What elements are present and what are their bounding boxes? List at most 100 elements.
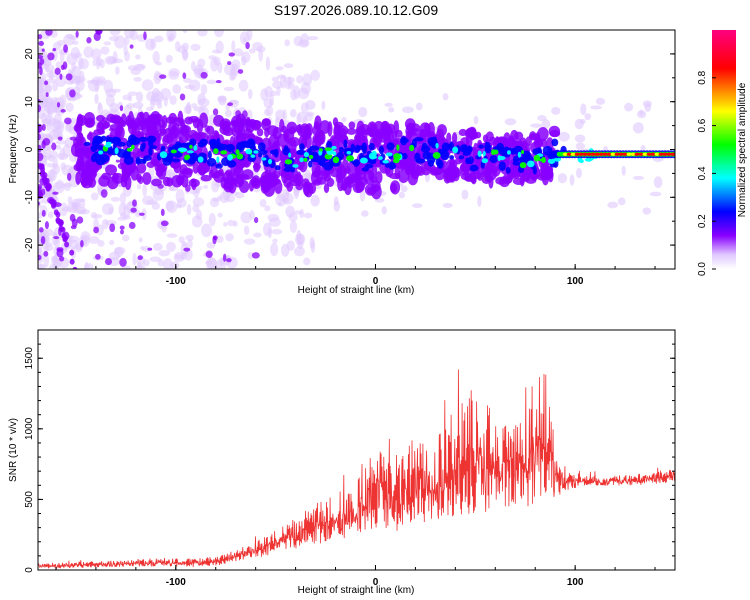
noise-blob-strong bbox=[66, 172, 72, 181]
streak-blob bbox=[39, 170, 45, 177]
noise-blob-strong bbox=[119, 105, 124, 112]
stable-ridge-core bbox=[610, 152, 616, 156]
ridge-peak-blob bbox=[126, 147, 133, 152]
ridge-peak-blob bbox=[377, 156, 383, 160]
ridge-core-blob bbox=[414, 137, 424, 142]
stable-ridge-core bbox=[586, 152, 592, 156]
noise-blob bbox=[61, 206, 73, 212]
noise-blob-strong bbox=[183, 247, 191, 252]
noise-blob bbox=[211, 179, 220, 193]
ridge-peak-blob bbox=[481, 158, 489, 164]
noise-blob bbox=[243, 238, 256, 245]
noise-blob bbox=[281, 192, 294, 205]
noise-blob-strong bbox=[95, 253, 101, 260]
noise-blob bbox=[133, 63, 145, 72]
ridge-blob bbox=[235, 158, 246, 169]
ridge-core-blob bbox=[361, 167, 369, 172]
noise-blob bbox=[268, 217, 281, 227]
noise-blob bbox=[504, 118, 517, 126]
noise-blob-strong bbox=[212, 108, 219, 116]
noise-blob-strong bbox=[41, 140, 46, 149]
ridge-blob bbox=[81, 165, 91, 176]
ridge-peak-blob bbox=[186, 150, 194, 154]
noise-blob bbox=[285, 205, 295, 218]
ridge-peak-blob bbox=[332, 156, 340, 164]
streak-blob bbox=[72, 266, 78, 269]
ridge-blob bbox=[155, 168, 164, 177]
noise-blob bbox=[65, 33, 74, 40]
noise-blob bbox=[231, 59, 241, 70]
noise-blob bbox=[442, 93, 449, 101]
ridge-blob bbox=[208, 169, 214, 178]
noise-blob bbox=[141, 79, 154, 91]
ridge-core-blob bbox=[135, 156, 141, 165]
noise-blob-strong bbox=[38, 152, 44, 162]
ridge-peak-blob bbox=[299, 157, 304, 163]
noise-blob-strong bbox=[93, 226, 99, 234]
ridge-blob bbox=[179, 125, 192, 134]
snr-ytick-label: 0 bbox=[24, 567, 35, 573]
ridge-blob bbox=[262, 176, 272, 186]
ridge-blob bbox=[165, 116, 176, 124]
ridge-core-blob bbox=[489, 155, 498, 164]
noise-blob bbox=[94, 93, 99, 104]
ridge-peak-blob bbox=[385, 152, 393, 157]
noise-blob bbox=[53, 235, 61, 250]
noise-blob bbox=[205, 260, 213, 265]
streak-blob bbox=[58, 225, 64, 232]
noise-blob bbox=[59, 94, 67, 109]
figure-title: S197.2026.089.10.12.G09 bbox=[274, 2, 438, 18]
noise-blob bbox=[174, 41, 181, 52]
ridge-blob bbox=[470, 175, 477, 185]
ridge-peak-blob bbox=[227, 154, 233, 161]
ridge-blob bbox=[301, 178, 310, 188]
noise-blob bbox=[188, 79, 201, 92]
noise-blob bbox=[621, 165, 626, 176]
noise-blob-strong bbox=[38, 62, 42, 69]
noise-blob bbox=[640, 144, 646, 152]
noise-blob-strong bbox=[159, 74, 167, 79]
ridge-blob bbox=[517, 139, 523, 148]
ridge-core-blob bbox=[462, 144, 468, 154]
ridge-core-blob bbox=[312, 152, 320, 163]
stable-ridge-core bbox=[622, 152, 628, 156]
noise-blob bbox=[137, 261, 142, 269]
noise-blob bbox=[574, 134, 586, 143]
ridge-core-blob bbox=[551, 138, 559, 147]
noise-blob bbox=[284, 39, 290, 47]
ridge-core-blob bbox=[386, 142, 395, 151]
noise-blob bbox=[217, 212, 223, 218]
ridge-blob bbox=[283, 176, 292, 188]
noise-blob bbox=[259, 198, 267, 208]
ridge-blob bbox=[236, 131, 244, 144]
stable-ridge-core bbox=[662, 152, 668, 156]
ridge-peak-blob bbox=[432, 151, 441, 159]
noise-blob bbox=[293, 210, 303, 215]
noise-blob-strong bbox=[119, 225, 125, 230]
ridge-peak-blob bbox=[253, 150, 259, 154]
ridge-core-blob bbox=[283, 145, 289, 152]
noise-blob-strong bbox=[182, 72, 187, 80]
ridge-core-blob bbox=[351, 160, 361, 165]
noise-blob-strong bbox=[143, 31, 147, 41]
ridge-blob bbox=[464, 172, 473, 182]
noise-blob bbox=[595, 97, 606, 105]
ridge-peak-blob bbox=[267, 158, 273, 165]
colorbar-gradient bbox=[712, 30, 736, 269]
ridge-blob bbox=[509, 129, 519, 144]
spectrogram-ytick-label: -10 bbox=[24, 190, 35, 205]
colorbar-tick-label: 0.0 bbox=[697, 262, 708, 276]
noise-blob-strong bbox=[59, 73, 63, 80]
noise-blob bbox=[333, 201, 341, 212]
ridge-blob bbox=[169, 126, 180, 139]
ridge-peak-blob bbox=[185, 154, 191, 160]
ridge-blob bbox=[317, 130, 326, 145]
ridge-core-blob bbox=[146, 135, 157, 144]
ridge-blob bbox=[73, 123, 82, 133]
noise-blob bbox=[477, 195, 482, 207]
noise-blob bbox=[136, 91, 144, 103]
noise-blob-strong bbox=[51, 142, 57, 151]
noise-blob bbox=[150, 38, 155, 49]
noise-blob-strong bbox=[57, 136, 63, 141]
ridge-blob bbox=[229, 120, 242, 127]
